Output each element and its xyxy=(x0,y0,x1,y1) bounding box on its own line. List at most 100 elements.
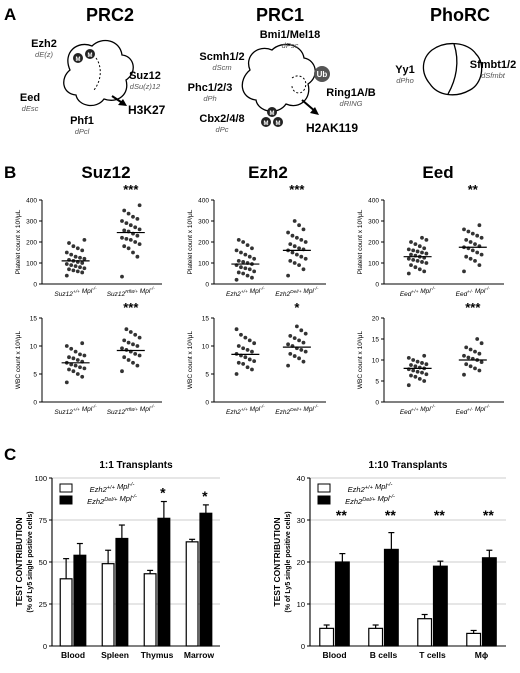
data-point xyxy=(413,265,418,270)
data-point xyxy=(473,366,477,371)
data-point xyxy=(286,230,290,235)
data-point xyxy=(122,355,127,360)
category-label: Marrow xyxy=(184,650,215,660)
bar xyxy=(143,573,157,647)
y-tick-label: 200 xyxy=(198,240,209,247)
data-point xyxy=(409,363,413,367)
data-point xyxy=(294,235,299,240)
data-point xyxy=(409,252,413,257)
data-point xyxy=(252,269,257,274)
data-point xyxy=(135,217,140,221)
data-point xyxy=(234,277,239,282)
data-point xyxy=(80,374,85,379)
significance-marker: ** xyxy=(468,182,479,197)
data-point xyxy=(424,261,429,265)
subunit-name: Sfmbt1/2 xyxy=(470,59,516,71)
subunit-name: Ezh2 xyxy=(31,38,57,50)
data-point xyxy=(73,363,78,368)
y-tick-label: 0 xyxy=(43,642,47,651)
data-point xyxy=(75,246,80,251)
data-point xyxy=(82,256,87,261)
genotype-label: Suz12+/+ Mpl-/- xyxy=(54,286,97,298)
legend-swatch xyxy=(317,483,331,493)
data-point xyxy=(120,346,124,351)
subunit-fly-name: dPh xyxy=(203,94,216,103)
y-tick-label: 15 xyxy=(202,316,210,323)
data-point xyxy=(406,271,411,276)
y-tick-label: 100 xyxy=(368,261,379,268)
data-point xyxy=(236,270,241,275)
y-tick-label: 5 xyxy=(375,379,379,386)
bar xyxy=(432,565,448,647)
data-point xyxy=(135,344,140,348)
y-tick-label: 400 xyxy=(368,198,379,205)
y-tick-label: 100 xyxy=(26,261,37,268)
data-point xyxy=(411,368,416,373)
y-tick-label: 0 xyxy=(33,282,37,289)
data-point xyxy=(133,240,138,244)
subunit-fly-name: dPcl xyxy=(75,127,90,136)
data-point xyxy=(411,358,416,362)
significance-marker: * xyxy=(202,488,208,504)
data-point xyxy=(288,334,293,338)
y-tick-label: 100 xyxy=(34,474,47,483)
data-point xyxy=(415,359,420,364)
scatter-plot: 0 5 10 15 WBC count x 10³/μL Ezh2+/+ Mpl-/- Ez… xyxy=(187,300,326,416)
data-point xyxy=(470,248,475,253)
data-point xyxy=(80,341,85,346)
y-axis-label-secondary: (% of Ly5 single positive cells) xyxy=(285,511,292,612)
svg-text:M: M xyxy=(88,53,93,59)
data-point xyxy=(252,341,257,346)
column-title-eed: Eed xyxy=(422,163,453,182)
y-tick-label: 20 xyxy=(297,558,305,567)
data-point xyxy=(131,360,135,365)
subunit-name: Phf1 xyxy=(70,115,94,127)
subunit-name: Suz12 xyxy=(129,70,161,82)
data-point xyxy=(462,353,466,358)
chart-title: 1:10 Transplants xyxy=(369,460,448,471)
data-point xyxy=(468,364,473,369)
subunit-name: Yy1 xyxy=(395,64,415,76)
subunit-name: Eed xyxy=(20,92,40,104)
data-point xyxy=(250,349,254,354)
data-point xyxy=(250,367,254,372)
y-tick-label: 100 xyxy=(198,261,209,268)
genotype-label: Ezh2Del/+ Mpl-/- xyxy=(275,286,319,298)
data-point xyxy=(137,227,142,232)
data-point xyxy=(462,269,466,274)
data-point xyxy=(133,351,138,356)
data-point xyxy=(245,365,250,370)
data-point xyxy=(133,225,138,230)
data-point xyxy=(473,259,477,263)
data-point xyxy=(128,223,133,228)
data-point xyxy=(422,353,427,358)
data-point xyxy=(82,266,87,271)
data-point xyxy=(464,345,469,350)
bar xyxy=(157,517,171,647)
data-point xyxy=(122,244,127,249)
methyl-badge xyxy=(73,53,83,63)
data-point xyxy=(422,379,427,383)
histone-mark: H2AK119 xyxy=(306,121,358,135)
bar xyxy=(334,561,350,647)
data-point xyxy=(137,242,142,247)
data-point xyxy=(409,240,413,244)
y-tick-label: 40 xyxy=(297,474,305,483)
data-point xyxy=(120,369,124,374)
significance-marker: ** xyxy=(385,507,396,523)
data-point xyxy=(78,365,82,370)
scatter-plot: 0 100 200 300 400 Platelet count x 10³/μL Eed+… xyxy=(357,182,504,298)
y-tick-label: 0 xyxy=(301,642,305,651)
methyl-badge xyxy=(273,117,283,127)
data-point xyxy=(122,228,127,233)
y-tick-label: 10 xyxy=(297,600,305,609)
panel-a: A PRC2 M M Ezh2 dE(z) Suz12 dSu(z)12 Eed… xyxy=(4,5,516,136)
data-point xyxy=(69,252,74,257)
data-point xyxy=(422,269,427,274)
bar xyxy=(466,632,482,647)
y-axis-label-secondary: (% of Ly5 single positive cells) xyxy=(27,511,34,612)
y-tick-label: 0 xyxy=(375,282,379,289)
genotype-label: Eed+/+ Mpl-/- xyxy=(400,404,436,416)
